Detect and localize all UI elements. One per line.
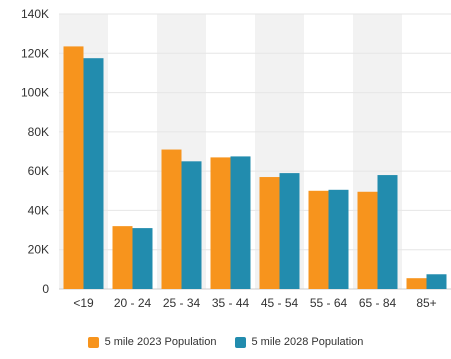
bar-2028[interactable] bbox=[181, 161, 202, 289]
bar-2023[interactable] bbox=[308, 190, 329, 289]
bar-2023[interactable] bbox=[161, 149, 182, 289]
bars-group bbox=[63, 46, 447, 290]
bar-2028[interactable] bbox=[328, 189, 349, 289]
legend-swatch-2023 bbox=[87, 336, 99, 348]
x-tick-label: 55 - 64 bbox=[310, 296, 348, 310]
x-tick-label: 85+ bbox=[416, 296, 436, 310]
x-tick-label: 20 - 24 bbox=[114, 296, 152, 310]
x-tick-label: 65 - 84 bbox=[359, 296, 397, 310]
x-tick-label: 35 - 44 bbox=[212, 296, 250, 310]
y-tick-label: 80K bbox=[28, 125, 49, 139]
legend-label-2023: 5 mile 2023 Population bbox=[104, 336, 217, 348]
y-tick-label: 0 bbox=[42, 282, 49, 296]
legend-label-2028: 5 mile 2028 Population bbox=[251, 336, 364, 348]
y-axis-ticks: 0 20K 40K 60K 80K 100K 120K 140K bbox=[21, 7, 49, 296]
y-tick-label: 60K bbox=[28, 164, 49, 178]
legend-swatch-2028 bbox=[234, 336, 246, 348]
legend: 5 mile 2023 Population 5 mile 2028 Popul… bbox=[0, 336, 451, 348]
bar-2028[interactable] bbox=[230, 156, 251, 289]
bar-2028[interactable] bbox=[377, 175, 398, 289]
bar-2023[interactable] bbox=[357, 191, 378, 289]
bar-2023[interactable] bbox=[210, 157, 231, 289]
y-tick-label: 100K bbox=[21, 86, 49, 100]
bar-2023[interactable] bbox=[63, 46, 84, 290]
y-tick-label: 40K bbox=[28, 203, 49, 217]
legend-item-2023[interactable]: 5 mile 2023 Population bbox=[87, 336, 217, 348]
bar-2023[interactable] bbox=[406, 278, 427, 289]
y-tick-label: 140K bbox=[21, 7, 49, 21]
bar-2028[interactable] bbox=[426, 274, 447, 289]
y-tick-label: 120K bbox=[21, 46, 49, 60]
bar-2028[interactable] bbox=[83, 58, 104, 290]
bar-2028[interactable] bbox=[279, 173, 300, 289]
x-tick-label: <19 bbox=[73, 296, 94, 310]
bar-2023[interactable] bbox=[112, 226, 133, 289]
y-tick-label: 20K bbox=[28, 243, 49, 257]
bar-2023[interactable] bbox=[259, 177, 280, 289]
bar-2028[interactable] bbox=[132, 228, 153, 289]
x-tick-label: 25 - 34 bbox=[163, 296, 201, 310]
x-axis-ticks: <19 20 - 24 25 - 34 35 - 44 45 - 54 55 - 64 65… bbox=[73, 296, 436, 310]
population-bar-chart: 0 20K 40K 60K 80K 100K 120K 140K <19 20 - 24 25 -… bbox=[21, 7, 451, 310]
x-tick-label: 45 - 54 bbox=[261, 296, 299, 310]
legend-item-2028[interactable]: 5 mile 2028 Population bbox=[234, 336, 364, 348]
